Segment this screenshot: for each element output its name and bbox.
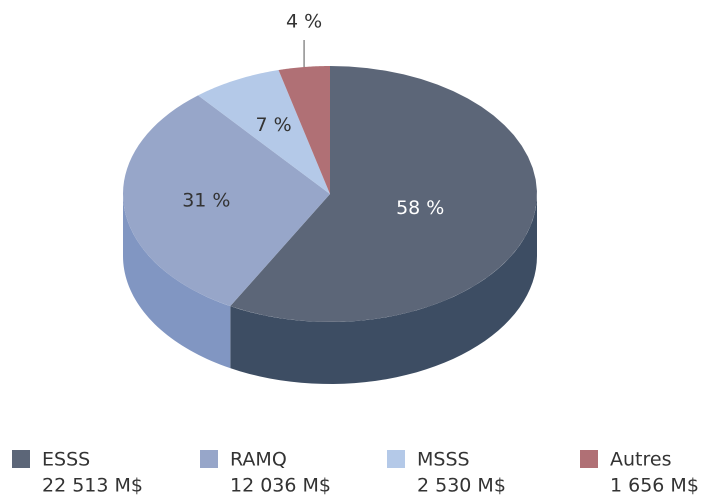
- legend-amount: 22 513 M$: [42, 475, 143, 497]
- legend-swatch: [200, 450, 218, 468]
- legend-swatch: [387, 450, 405, 468]
- data-label: 4 %: [286, 11, 322, 33]
- legend-amount: 2 530 M$: [417, 475, 506, 497]
- legend-label: Autres: [610, 449, 671, 471]
- legend-amount: 1 656 M$: [610, 475, 699, 497]
- data-label: 31 %: [182, 190, 230, 212]
- legend-label: MSSS: [417, 449, 470, 471]
- pie-side: [230, 194, 538, 384]
- legend-amount: 12 036 M$: [230, 475, 331, 497]
- data-label: 7 %: [256, 114, 292, 136]
- legend-label: RAMQ: [230, 449, 287, 471]
- pie-slice: [123, 95, 330, 307]
- pie-side: [123, 194, 231, 369]
- legend-swatch: [12, 450, 30, 468]
- legend-swatch: [580, 450, 598, 468]
- data-label: 58 %: [396, 197, 444, 219]
- legend-label: ESSS: [42, 449, 90, 471]
- pie-slice: [198, 70, 330, 194]
- pie-slice: [278, 66, 330, 194]
- pie-slice: [230, 66, 537, 322]
